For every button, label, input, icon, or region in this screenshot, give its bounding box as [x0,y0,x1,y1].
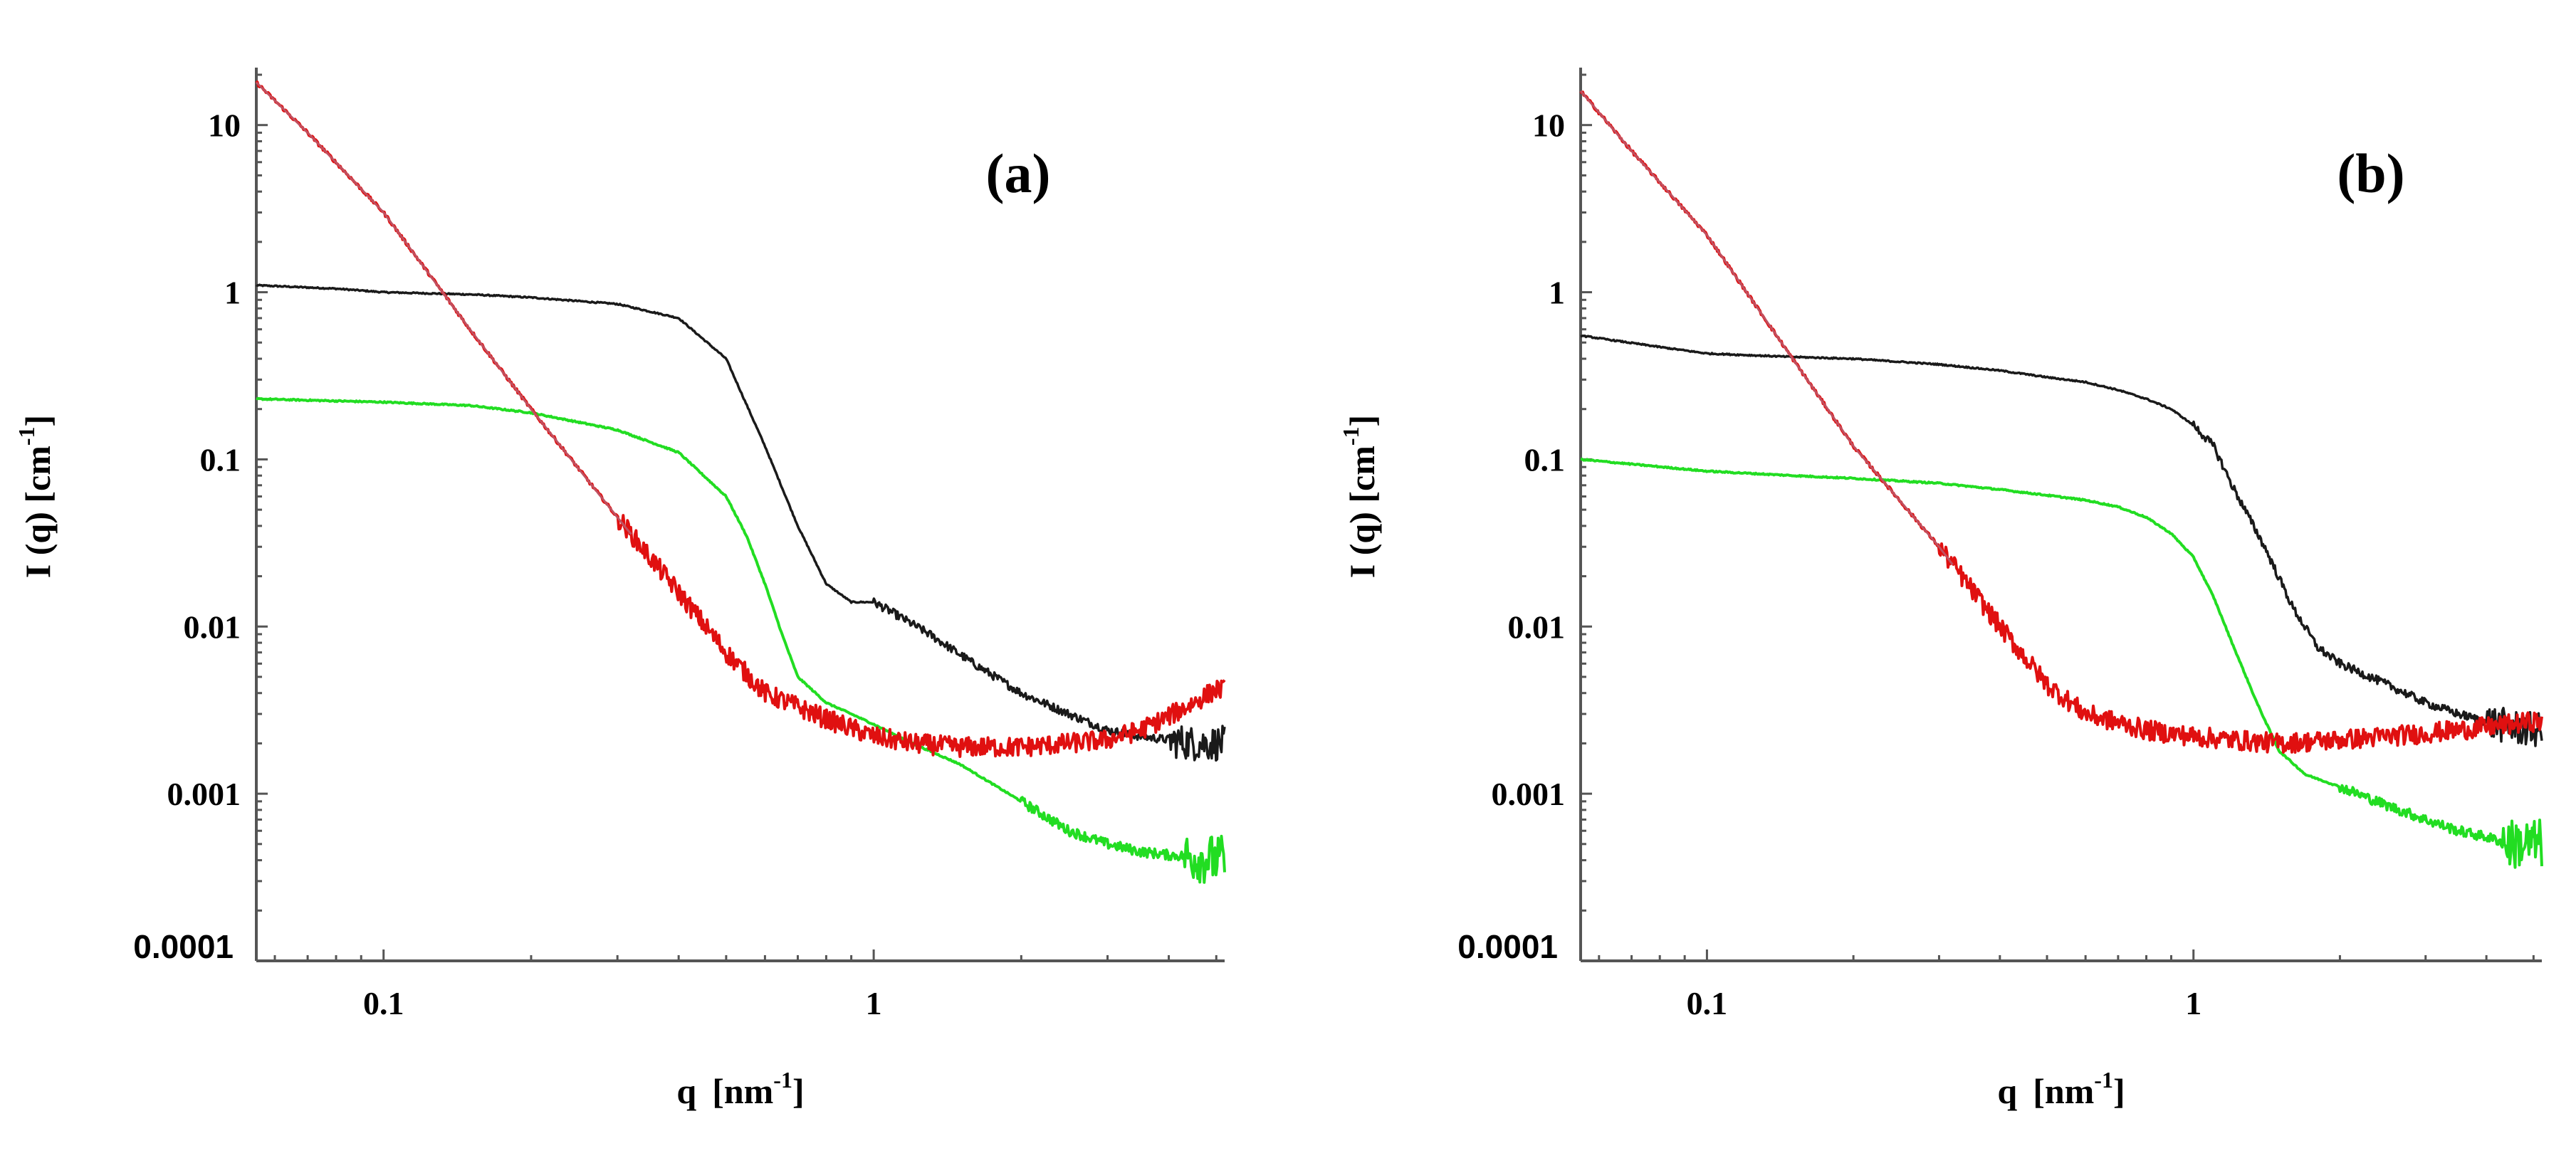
series-line-red [255,80,1226,758]
x-axis-unit: [nm [712,1071,773,1111]
series-line-black [1580,334,2543,747]
y-axis-label-sup: -1 [1338,426,1363,446]
x-axis-unit-sup: -1 [2094,1067,2113,1093]
y-tick-label: 10 [1532,107,1565,144]
x-tick-label: 1 [2185,985,2201,1021]
y-axis-title: I (q) [cm-1] [14,415,58,578]
panel-label: (b) [2337,142,2404,204]
series-line-green [256,396,1226,884]
y-tick-label: 0.001 [167,776,241,812]
y-axis-title: I (q) [cm-1] [1338,415,1382,578]
y-axis-label-end: ] [1342,415,1382,427]
y-tick-label: 10 [208,107,241,144]
y-tick-label: 0.0001 [1457,928,1558,965]
x-axis-title: q [nm-1] [1997,1067,2125,1111]
y-tick-label: 0.1 [200,441,241,478]
y-tick-label: 0.0001 [133,928,234,965]
x-axis-symbol: q [676,1071,696,1111]
x-tick-label: 0.1 [1687,985,1728,1021]
x-tick-label: 1 [866,985,882,1021]
x-axis-symbol: q [1997,1071,2017,1111]
y-tick-label: 1 [1549,275,1565,311]
y-tick-label: 0.01 [184,609,241,645]
panel-label: (a) [986,142,1051,204]
y-tick-label: 0.01 [1508,609,1566,645]
series-line-black [256,283,1226,762]
x-axis-title: q [nm-1] [676,1067,804,1111]
x-axis-unit-end: ] [792,1071,805,1111]
x-axis-unit-sup: -1 [773,1067,792,1093]
y-axis-label: I (q) [cm [1342,446,1382,578]
x-tick-label: 0.1 [363,985,404,1021]
series-line-green [1580,457,2543,869]
y-tick-label: 0.1 [1524,441,1566,478]
y-axis-label: I (q) [cm [18,446,58,578]
x-axis-unit: [nm [2033,1071,2094,1111]
x-axis-unit-end: ] [2113,1071,2125,1111]
y-tick-label: 0.001 [1492,776,1566,812]
series-line-red-smooth [1579,90,1954,566]
y-axis-label-sup: -1 [14,426,39,446]
series-line-red-smooth [255,81,632,535]
y-axis-label-end: ] [18,415,58,427]
y-tick-label: 1 [224,275,241,311]
